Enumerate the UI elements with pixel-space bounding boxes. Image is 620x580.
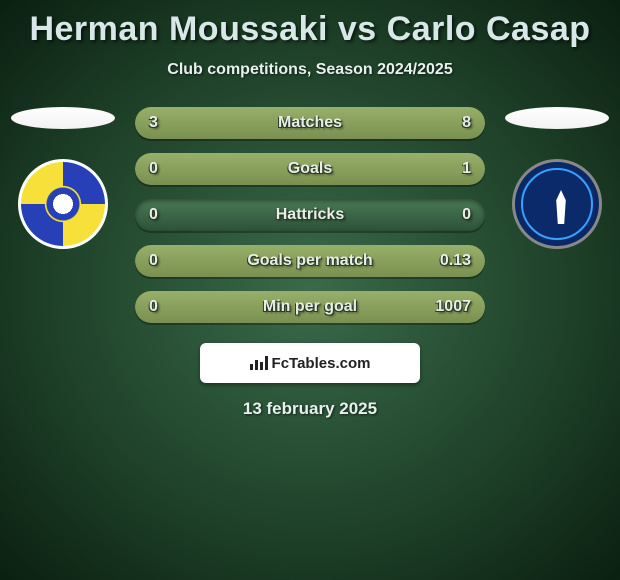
stat-bar: 01007Min per goal xyxy=(135,291,485,323)
stat-bar: 38Matches xyxy=(135,107,485,139)
subtitle: Club competitions, Season 2024/2025 xyxy=(0,61,620,79)
chart-icon xyxy=(250,356,268,370)
stat-label: Hattricks xyxy=(135,199,485,231)
stat-label: Goals xyxy=(135,153,485,185)
stat-label: Matches xyxy=(135,107,485,139)
stat-bar: 00Hattricks xyxy=(135,199,485,231)
left-club-badge xyxy=(18,159,108,249)
stat-bars: 38Matches 01Goals 00Hattricks 00.13Goals pe… xyxy=(135,107,485,323)
right-club-badge xyxy=(512,159,602,249)
date: 13 february 2025 xyxy=(0,399,620,419)
left-player-photo xyxy=(11,107,115,129)
infographic-root: Herman Moussaki vs Carlo Casap Club comp… xyxy=(0,0,620,580)
content-area: 38Matches 01Goals 00Hattricks 00.13Goals pe… xyxy=(0,107,620,419)
stat-label: Goals per match xyxy=(135,245,485,277)
title: Herman Moussaki vs Carlo Casap xyxy=(0,0,620,49)
left-player-column xyxy=(8,107,118,249)
stat-bar: 00.13Goals per match xyxy=(135,245,485,277)
stat-bar: 01Goals xyxy=(135,153,485,185)
stat-label: Min per goal xyxy=(135,291,485,323)
right-player-photo xyxy=(505,107,609,129)
right-player-column xyxy=(502,107,612,249)
watermark-text: FcTables.com xyxy=(272,355,371,372)
watermark-badge: FcTables.com xyxy=(200,343,420,383)
